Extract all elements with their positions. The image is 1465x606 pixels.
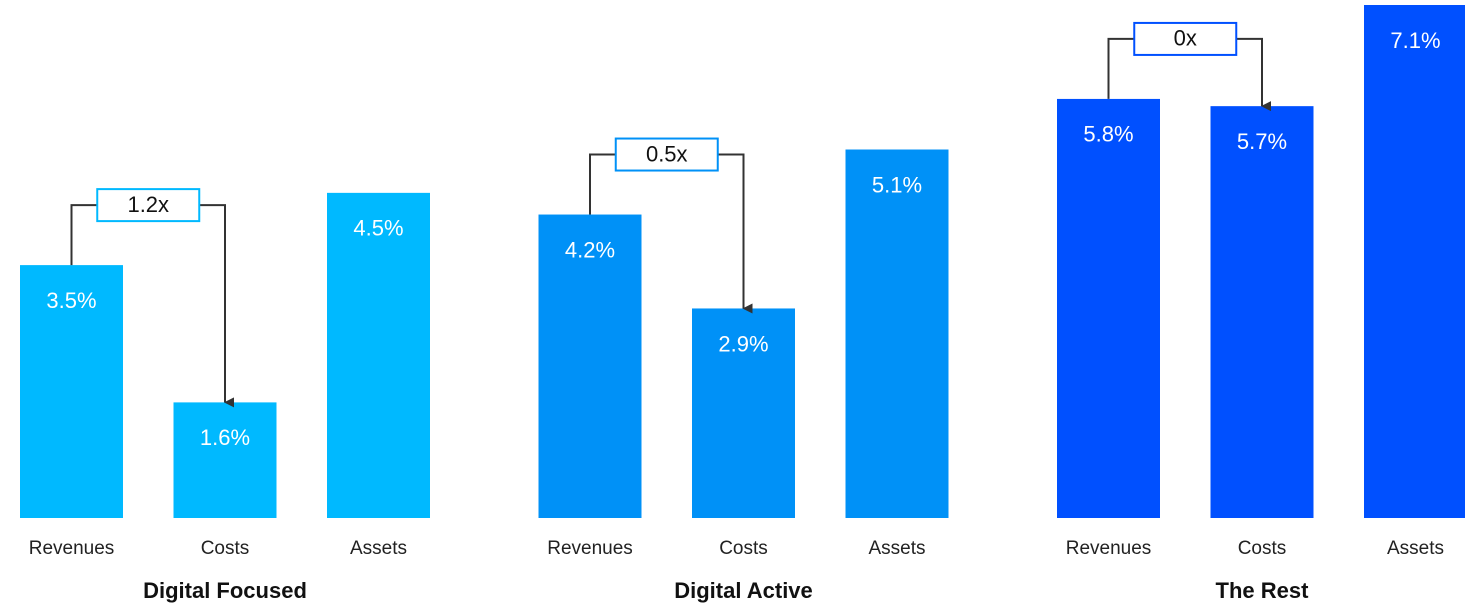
x-tick-label: Costs: [201, 538, 250, 559]
bar: [692, 308, 795, 518]
bar: [173, 402, 277, 518]
value-label: 4.5%: [353, 216, 403, 241]
annotation: 1.2x: [127, 192, 169, 217]
annotation-box: [614, 137, 719, 172]
annotation-box: [96, 188, 201, 223]
bracket-line: [589, 153, 616, 215]
value-label: 4.2%: [565, 237, 615, 262]
annotation: 0.5x: [646, 141, 688, 166]
bar: [1364, 5, 1465, 518]
group-title: Digital Active: [674, 578, 813, 603]
bracket-line: [70, 204, 98, 266]
value-label: 2.9%: [718, 331, 768, 356]
bracket-arrow: [1236, 37, 1271, 112]
annotation-box: [1133, 21, 1238, 56]
x-tick-label: Revenues: [29, 538, 115, 559]
x-tick-label: Costs: [719, 538, 768, 559]
x-tick-label: Revenues: [1066, 538, 1152, 559]
group-title: Digital Focused: [143, 578, 307, 603]
bar: [1057, 98, 1160, 519]
bracket-line: [1107, 37, 1135, 99]
value-label: 5.8%: [1083, 122, 1133, 147]
value-label: 3.5%: [46, 288, 96, 313]
value-label: 7.1%: [1390, 28, 1440, 53]
bar: [538, 214, 642, 518]
bar: [845, 149, 949, 518]
value-label: 1.6%: [200, 425, 250, 450]
bracket-arrow: [717, 153, 753, 314]
x-tick-label: Revenues: [547, 538, 633, 559]
bracket-arrow: [199, 204, 234, 408]
value-label: 5.7%: [1237, 129, 1287, 154]
bar: [1210, 106, 1314, 518]
x-tick-label: Assets: [1387, 538, 1444, 559]
bar: [327, 192, 430, 518]
x-tick-label: Costs: [1238, 538, 1287, 559]
x-tick-label: Assets: [350, 538, 407, 559]
bar: [20, 265, 123, 518]
group-title: The Rest: [1216, 578, 1310, 603]
annotation: 0x: [1174, 26, 1197, 51]
x-tick-label: Assets: [868, 538, 925, 559]
value-label: 5.1%: [872, 172, 922, 197]
